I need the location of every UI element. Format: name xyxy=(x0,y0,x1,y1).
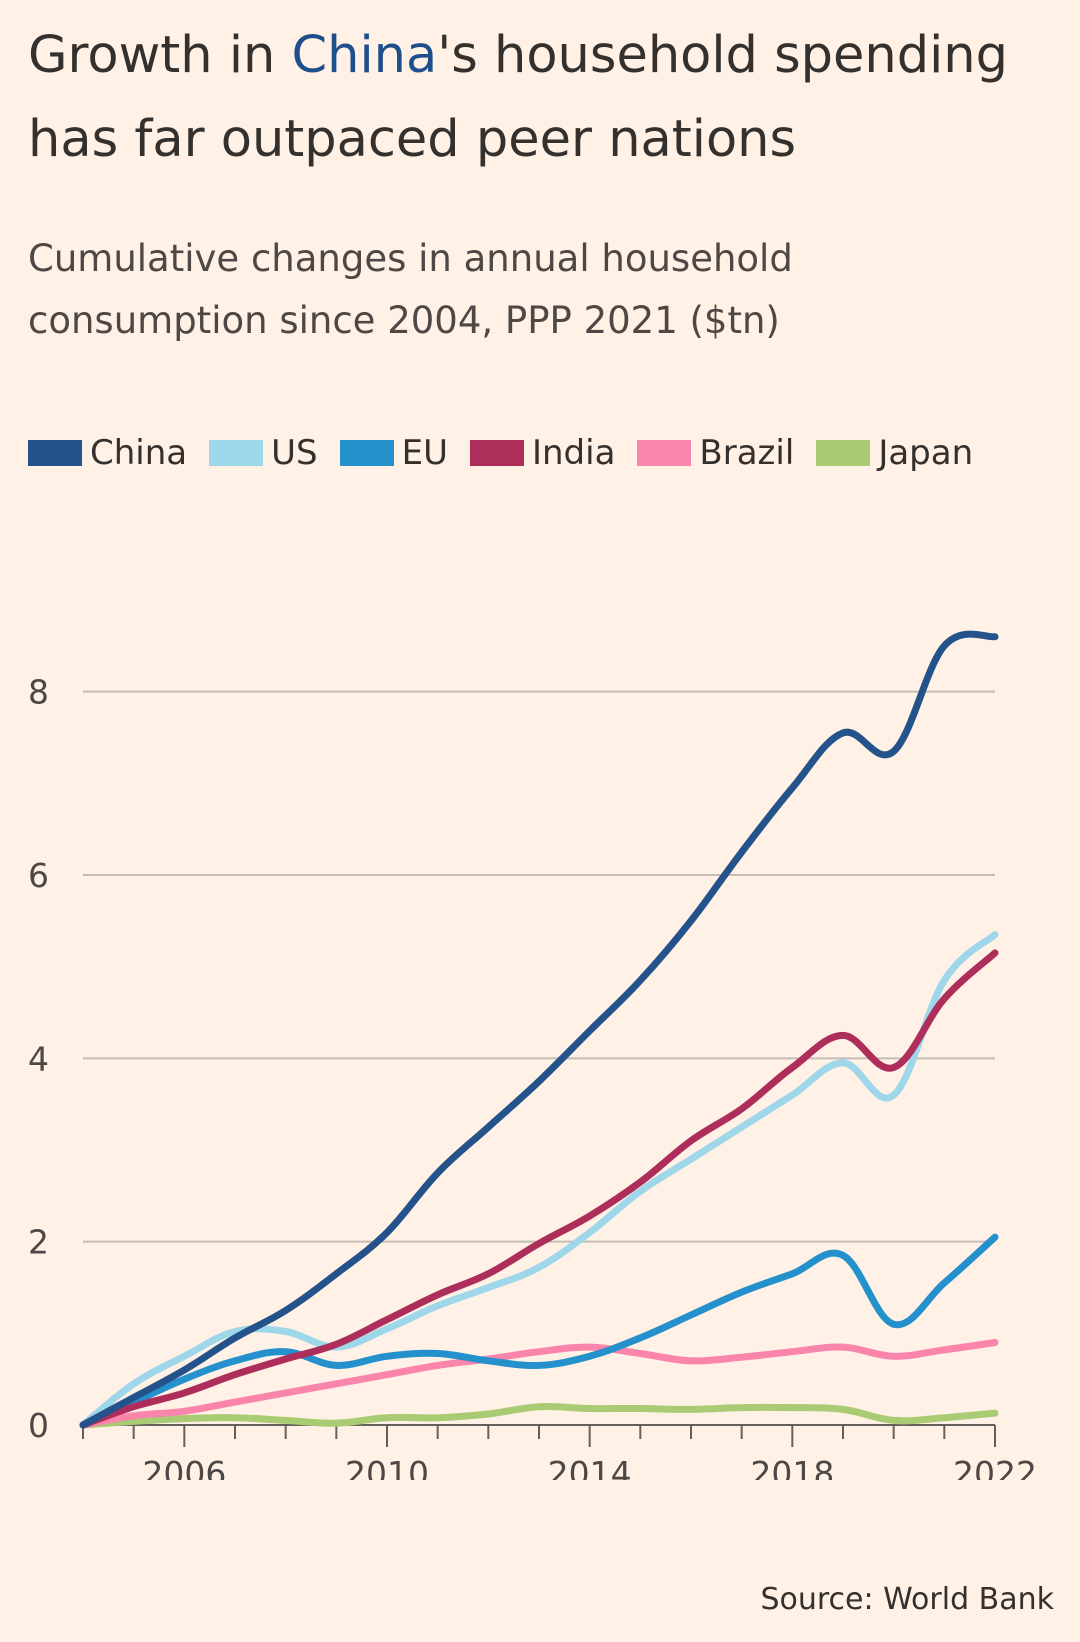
legend-item-india: India xyxy=(469,433,616,473)
x-tick-label: 2006 xyxy=(142,1454,226,1480)
series-line-brazil xyxy=(79,1339,999,1429)
legend-swatch xyxy=(339,440,394,466)
legend-label: India xyxy=(531,433,616,473)
x-tick-label: 2014 xyxy=(548,1454,632,1480)
legend-swatch xyxy=(816,440,871,466)
legend: China US EU India Brazil Japan xyxy=(28,428,995,478)
gridlines xyxy=(83,690,995,1243)
y-tick-label: 0 xyxy=(28,1406,49,1445)
x-tick-label: 2018 xyxy=(750,1454,834,1480)
legend-item-china: China xyxy=(28,433,187,473)
legend-item-eu: EU xyxy=(339,433,448,473)
series-line-china xyxy=(79,630,999,1429)
series-lines xyxy=(79,630,999,1429)
series-line-japan xyxy=(79,1402,999,1429)
title-text-start: Growth in xyxy=(28,26,292,85)
legend-label: Brazil xyxy=(699,433,795,473)
legend-label: Japan xyxy=(878,433,974,473)
series-line-us xyxy=(79,931,999,1429)
legend-swatch xyxy=(469,440,524,466)
line-chart: 0 2 4 6 8 2006 2010 2014 2018 2022 xyxy=(28,630,1037,1480)
legend-item-us: US xyxy=(209,433,318,473)
x-axis: 2006 2010 2014 2018 2022 xyxy=(82,1424,1037,1480)
legend-label: EU xyxy=(401,433,448,473)
x-tick-label: 2010 xyxy=(345,1454,429,1480)
chart-title: Growth in China's household spending has… xyxy=(28,14,1058,182)
series-line-eu xyxy=(79,1233,999,1429)
x-tick-label: 2022 xyxy=(953,1454,1037,1480)
legend-label: China xyxy=(90,433,188,473)
y-tick-label: 4 xyxy=(28,1039,49,1078)
y-axis: 0 2 4 6 8 xyxy=(28,673,49,1445)
legend-item-brazil: Brazil xyxy=(637,433,794,473)
y-tick-label: 8 xyxy=(28,673,49,712)
series-line-india xyxy=(79,949,999,1429)
source-note: Source: World Bank xyxy=(760,1582,1054,1617)
title-text-end: 's household spending has far outpaced p… xyxy=(28,26,1008,169)
legend-item-japan: Japan xyxy=(816,433,973,473)
legend-swatch xyxy=(209,440,264,466)
legend-label: US xyxy=(271,433,318,473)
legend-swatch xyxy=(28,440,82,466)
legend-swatch xyxy=(637,440,692,466)
chart-subtitle: Cumulative changes in annual household c… xyxy=(28,237,793,342)
y-tick-label: 6 xyxy=(28,856,49,895)
title-highlight-china: China xyxy=(291,26,438,85)
y-tick-label: 2 xyxy=(28,1223,49,1262)
